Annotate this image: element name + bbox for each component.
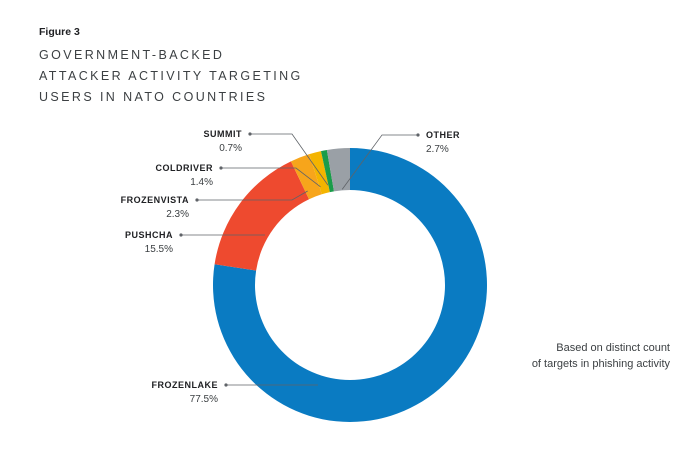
label-leaders bbox=[179, 132, 420, 387]
chart-title: GOVERNMENT-BACKED ATTACKER ACTIVITY TARG… bbox=[39, 45, 359, 108]
leader-frozenvista bbox=[197, 190, 308, 201]
leader-dot-other bbox=[416, 133, 420, 137]
slice-labels: FROZENLAKE 77.5% PUSHCHA 15.5% FROZENVISTA 2.… bbox=[121, 129, 460, 405]
slice-frozenlake bbox=[213, 148, 488, 422]
leader-dot-frozenvista bbox=[195, 198, 199, 202]
title-line-2: ATTACKER ACTIVITY TARGETING bbox=[39, 69, 303, 83]
leader-other bbox=[341, 134, 418, 190]
leader-coldriver bbox=[221, 167, 321, 188]
label-value-frozenvista: 2.3% bbox=[166, 209, 189, 220]
leader-dot-frozenlake bbox=[224, 383, 228, 387]
label-name-other: OTHER bbox=[426, 130, 460, 140]
label-name-summit: SUMMIT bbox=[204, 129, 243, 139]
label-value-frozenlake: 77.5% bbox=[190, 394, 218, 405]
label-name-pushcha: PUSHCHA bbox=[125, 230, 173, 240]
label-value-other: 2.7% bbox=[426, 144, 449, 155]
slice-other bbox=[326, 148, 350, 192]
leader-summit bbox=[250, 133, 329, 186]
label-value-coldriver: 1.4% bbox=[190, 177, 213, 188]
leader-dot-pushcha bbox=[179, 233, 183, 237]
figure-label: Figure 3 bbox=[39, 26, 80, 38]
note-line-1: Based on distinct count bbox=[556, 342, 670, 354]
label-value-pushcha: 15.5% bbox=[145, 244, 173, 255]
leader-dot-coldriver bbox=[219, 166, 223, 170]
title-line-1: GOVERNMENT-BACKED bbox=[39, 48, 225, 62]
leader-dot-summit bbox=[248, 132, 252, 136]
title-line-3: USERS IN NATO COUNTRIES bbox=[39, 90, 268, 104]
slice-pushcha bbox=[214, 161, 310, 271]
chart-note: Based on distinct count of targets in ph… bbox=[480, 340, 670, 372]
label-value-summit: 0.7% bbox=[219, 143, 242, 154]
donut-slices bbox=[213, 148, 488, 422]
label-name-frozenlake: FROZENLAKE bbox=[152, 380, 219, 390]
note-line-2: of targets in phishing activity bbox=[531, 358, 670, 370]
slice-frozenvista bbox=[290, 154, 322, 200]
label-name-coldriver: COLDRIVER bbox=[155, 163, 213, 173]
label-name-frozenvista: FROZENVISTA bbox=[121, 195, 189, 205]
slice-summit bbox=[320, 149, 334, 193]
